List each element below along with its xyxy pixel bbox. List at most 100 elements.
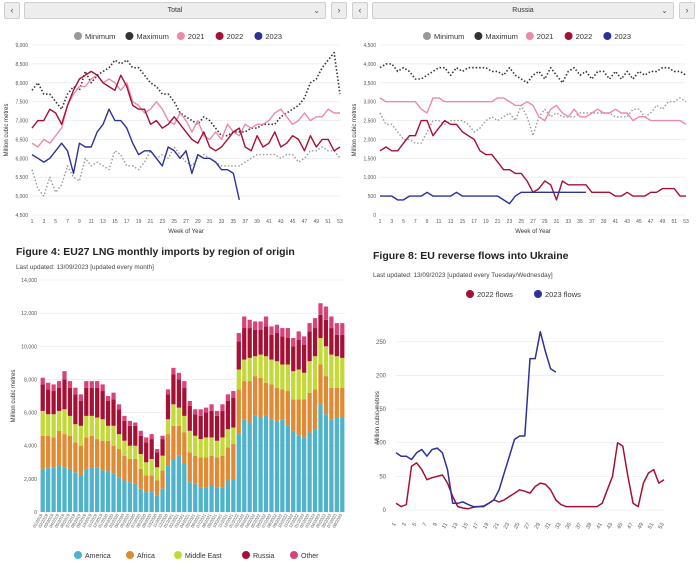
prev-country-button-right[interactable]: ‹ [352, 2, 368, 19]
bar-segment-africa [133, 458, 138, 484]
bar-segment-russia [193, 414, 198, 436]
x-tick-label: 29 [542, 219, 548, 225]
bar-segment-middle-east [193, 435, 198, 456]
prev-country-button[interactable]: ‹ [4, 2, 20, 19]
bar-segment-america [296, 435, 301, 512]
bar-segment-africa [209, 455, 214, 486]
x-tick-label: 25 [171, 219, 177, 225]
legend-marker-2022 [564, 32, 573, 40]
country-select-total[interactable]: Total ⌄ [24, 2, 326, 19]
bar-segment-africa [149, 475, 154, 493]
next-country-button[interactable]: › [331, 2, 347, 19]
bar-segment-middle-east [231, 427, 236, 445]
bar-segment-other [51, 384, 56, 392]
legend-label-2022: 2022 [576, 32, 593, 41]
y-tick-label: 10,000 [21, 344, 37, 350]
x-tick-label: 43 [606, 522, 614, 530]
bar-segment-russia [242, 328, 247, 360]
bar-segment-middle-east [242, 359, 247, 382]
bar-segment-russia [209, 410, 214, 438]
bar-segment-america [95, 467, 100, 512]
y-tick-label: 6,500 [15, 137, 28, 143]
x-tick-label: 13 [448, 219, 454, 225]
y-tick-label: 0 [383, 508, 387, 514]
y-tick-label: 6,000 [24, 411, 37, 417]
bar-segment-middle-east [209, 437, 214, 456]
bar-segment-russia [73, 394, 78, 425]
x-tick-label: 45 [636, 219, 642, 225]
bar-segment-america [329, 419, 334, 512]
bar-segment-middle-east [122, 440, 127, 456]
bar-segment-russia [84, 387, 89, 416]
legend-label-minimum: Minimum [85, 32, 115, 41]
x-tick-label: 31 [544, 522, 552, 530]
bar-segment-africa [269, 384, 274, 420]
bar-segment-russia [171, 374, 176, 405]
y-tick-label: 8,500 [15, 62, 28, 68]
bar-segment-africa [258, 377, 263, 418]
x-tick-label: 39 [601, 219, 607, 225]
x-tick-label: 1 [31, 219, 34, 225]
x-tick-label: 3 [401, 522, 408, 528]
x-tick-label: 47 [627, 522, 635, 530]
bar-segment-america [285, 425, 290, 512]
x-tick-label: 11 [436, 219, 441, 225]
bar-segment-america [176, 455, 182, 512]
country-select-russia[interactable]: Russia ⌄ [372, 2, 674, 19]
bar-segment-other [46, 382, 51, 390]
bar-segment-other [182, 381, 187, 388]
bar-segment-russia [329, 328, 334, 355]
chevron-right-icon: › [337, 5, 341, 15]
bar-segment-america [100, 470, 105, 512]
legend-marker-maximum [474, 32, 483, 40]
x-tick-label: 41 [596, 522, 604, 530]
legend-marker-maximum [125, 32, 134, 40]
x-tick-label: 41 [266, 219, 272, 225]
chevron-left-icon: ‹ [358, 5, 362, 15]
bar-segment-russia [220, 410, 225, 438]
bar-segment-middle-east [144, 462, 149, 476]
legend-marker-america [74, 551, 82, 559]
bar-segment-other [312, 318, 318, 329]
bar-segment-middle-east [258, 354, 263, 378]
x-tick-label: 15 [112, 219, 118, 225]
next-country-button-right[interactable]: › [679, 2, 695, 19]
bar-segment-other [127, 420, 132, 426]
bar-segment-russia [95, 387, 100, 418]
bar-segment-russia [187, 405, 192, 431]
x-tick-label: 33 [219, 219, 225, 225]
bar-segment-america [182, 463, 187, 512]
bar-segment-america [67, 468, 73, 512]
bar-segment-america [274, 420, 280, 512]
x-tick-label: 9 [432, 522, 439, 528]
legend-label-other: Other [301, 553, 319, 560]
bar-segment-africa [144, 475, 149, 493]
bar-segment-america [291, 430, 296, 512]
x-tick-label: 19 [136, 219, 142, 225]
bar-segment-africa [280, 389, 285, 420]
bar-segment-middle-east [165, 419, 171, 435]
x-tick-label: 7 [422, 522, 429, 528]
bar-segment-america [209, 485, 214, 512]
bar-segment-russia [285, 338, 290, 365]
bar-segment-other [236, 333, 241, 342]
bar-segment-middle-east [312, 356, 318, 390]
bar-segment-africa [67, 435, 73, 469]
x-tick-label: 37 [575, 522, 583, 530]
x-tick-label: 17 [124, 219, 130, 225]
x-tick-label: 35 [565, 522, 573, 530]
bar-segment-russia [269, 334, 274, 360]
bar-segment-other [133, 422, 138, 426]
bar-segment-africa [318, 364, 323, 405]
x-tick-label: 17 [472, 522, 480, 530]
bar-segment-middle-east [307, 361, 312, 393]
bar-segment-middle-east [214, 440, 220, 458]
legend-label-maximum: Maximum [136, 32, 169, 41]
y-tick-label: 8,000 [15, 81, 28, 87]
x-tick-label: 5 [54, 219, 57, 225]
bar-segment-africa [247, 381, 252, 423]
x-tick-label: 47 [302, 219, 308, 225]
bar-segment-middle-east [127, 445, 132, 459]
bar-segment-africa [231, 444, 236, 479]
bar-segment-middle-east [285, 364, 290, 392]
